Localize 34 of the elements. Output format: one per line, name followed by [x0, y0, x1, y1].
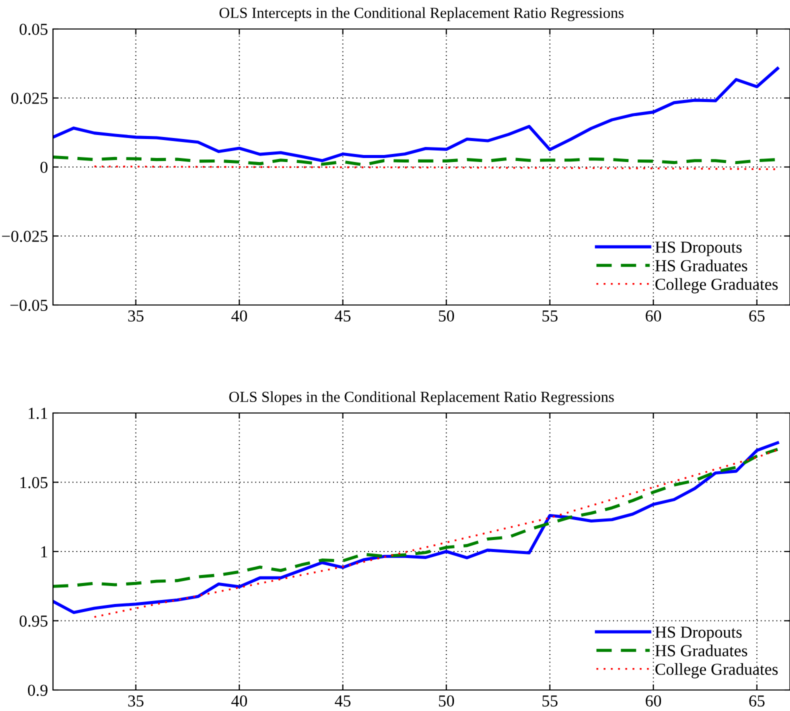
y-tick-label: −0.025: [2, 230, 48, 242]
chart-title: OLS Intercepts in the Conditional Replacement Ratio Regressions: [220, 7, 624, 22]
x-tick-label: 50: [438, 695, 454, 707]
y-tick-label: 1: [41, 546, 48, 558]
y-tick-label: 0: [40, 162, 48, 173]
line-series: [53, 66, 780, 162]
x-tick-label: 60: [646, 695, 662, 707]
y-tick-label: 0.9: [28, 684, 48, 696]
x-tick-label: 55: [542, 696, 558, 707]
x-tick-label: 55: [542, 310, 558, 322]
y-tick-label: 1.1: [28, 408, 48, 420]
x-tick-label: 45: [334, 695, 351, 707]
legend-label: College Graduates: [655, 663, 778, 678]
x-tick-label: 60: [646, 310, 662, 322]
x-tick-label: 40: [231, 310, 248, 322]
y-tick-label: −0.05: [10, 300, 48, 312]
legend-label: HS Graduates: [655, 260, 748, 272]
x-tick-label: 35: [128, 695, 144, 707]
x-tick-label: 50: [438, 310, 454, 322]
legend-label: HS Dropouts: [655, 242, 742, 256]
y-tick-label: 0.025: [11, 92, 48, 104]
x-tick-label: 35: [128, 310, 144, 322]
x-tick-label: 65: [749, 695, 765, 707]
line-series: [53, 448, 780, 588]
y-tick-label: 0.05: [20, 24, 48, 36]
y-tick-label: 1.05: [20, 476, 48, 488]
legend-label: HS Graduates: [655, 644, 748, 656]
y-tick-label: 0.95: [20, 615, 48, 627]
legend-label: HS Dropouts: [655, 626, 742, 642]
x-tick-label: 65: [749, 310, 765, 322]
chart-title: OLS Slopes in the Conditional Replacement Ratio Regressions: [229, 391, 614, 406]
x-tick-label: 45: [334, 310, 351, 322]
legend-label: College Graduates: [655, 278, 778, 294]
x-tick-label: 40: [231, 695, 248, 707]
